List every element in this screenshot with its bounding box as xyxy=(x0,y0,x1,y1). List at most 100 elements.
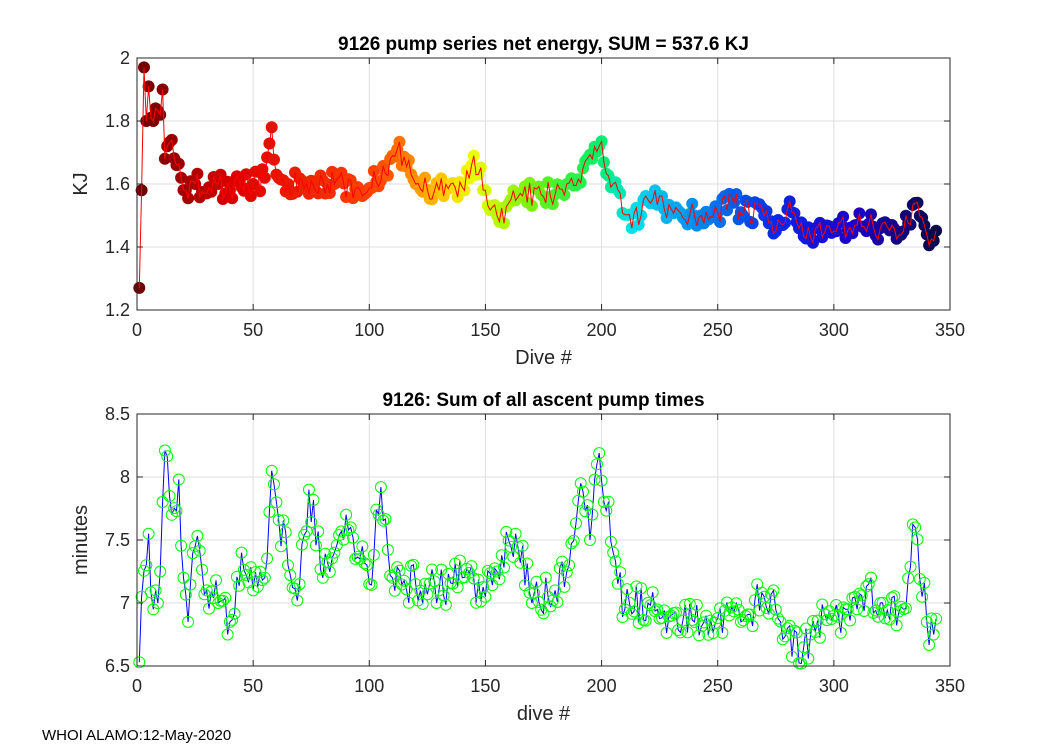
x-tick-label: 200 xyxy=(587,676,617,696)
data-point xyxy=(635,582,648,595)
y-tick-label: 1.8 xyxy=(105,111,130,131)
data-point xyxy=(514,556,527,569)
data-point xyxy=(442,567,455,580)
y-tick-label: 7.5 xyxy=(105,530,130,550)
y-tick-label: 8.5 xyxy=(105,404,130,424)
data-point xyxy=(881,604,894,617)
x-tick-label: 300 xyxy=(819,320,849,340)
x-tick-label: 350 xyxy=(935,320,965,340)
data-point xyxy=(553,562,566,575)
data-point xyxy=(258,571,271,584)
data-point xyxy=(558,580,571,593)
x-tick-label: 50 xyxy=(243,676,263,696)
data-point xyxy=(890,619,903,632)
data-point xyxy=(597,495,610,508)
data-point xyxy=(172,473,185,486)
data-point xyxy=(268,478,280,491)
data-point xyxy=(786,650,798,663)
data-point xyxy=(595,474,608,487)
data-point xyxy=(895,600,908,613)
data-point xyxy=(816,598,829,611)
data-point xyxy=(381,543,394,556)
data-point xyxy=(730,597,743,610)
data-point xyxy=(498,561,510,574)
data-point xyxy=(811,614,824,627)
data-point xyxy=(282,559,294,572)
x-tick-label: 150 xyxy=(470,320,500,340)
data-point xyxy=(560,566,573,579)
data-point xyxy=(879,612,891,625)
data-point xyxy=(400,583,413,596)
data-point xyxy=(697,616,710,629)
data-point xyxy=(618,603,631,616)
data-point xyxy=(813,631,826,644)
data-point xyxy=(354,553,366,565)
data-point xyxy=(154,565,167,578)
data-point xyxy=(614,566,627,579)
data-point xyxy=(458,571,471,584)
x-tick-label: 150 xyxy=(470,676,500,696)
data-point xyxy=(219,591,232,604)
data-point xyxy=(823,605,836,618)
data-point xyxy=(140,559,153,572)
data-point xyxy=(516,539,529,552)
y-tick-label: 1.2 xyxy=(105,300,130,320)
chart-title-pump-times: 9126: Sum of all ascent pump times xyxy=(382,390,704,411)
data-point xyxy=(885,591,898,604)
data-point xyxy=(739,610,752,622)
data-point xyxy=(841,603,854,616)
data-point xyxy=(147,603,160,616)
data-point xyxy=(590,458,603,471)
data-point xyxy=(386,571,399,584)
data-point xyxy=(825,613,838,625)
data-point xyxy=(772,612,785,625)
data-point xyxy=(435,563,448,576)
data-point xyxy=(133,656,146,669)
y-tick-label: 7 xyxy=(120,593,130,613)
data-point xyxy=(312,525,325,538)
x-tick-label: 200 xyxy=(587,320,617,340)
data-point xyxy=(565,537,578,550)
data-point xyxy=(405,559,418,572)
data-point xyxy=(409,578,422,591)
data-point xyxy=(451,581,464,594)
data-point xyxy=(168,502,181,515)
data-point xyxy=(563,559,576,572)
data-point xyxy=(509,527,522,540)
data-point xyxy=(149,584,162,597)
data-point xyxy=(758,590,771,603)
data-point xyxy=(302,483,315,496)
data-point xyxy=(237,563,250,576)
data-point xyxy=(256,574,269,587)
data-point xyxy=(251,580,264,593)
data-point xyxy=(467,572,480,585)
x-tick-label: 0 xyxy=(132,320,142,340)
data-point xyxy=(470,596,483,609)
data-point xyxy=(918,576,931,589)
data-point xyxy=(203,602,215,615)
data-point xyxy=(532,596,545,608)
series-pump-times xyxy=(133,444,943,670)
data-point xyxy=(495,549,508,562)
data-point xyxy=(746,620,759,633)
data-point xyxy=(577,485,589,498)
data-point xyxy=(277,514,290,527)
data-point xyxy=(161,450,174,463)
data-point xyxy=(437,589,450,602)
data-point xyxy=(228,607,241,620)
data-point xyxy=(797,641,810,654)
data-point xyxy=(872,610,884,623)
data-point xyxy=(230,570,243,583)
data-point xyxy=(716,626,729,639)
data-point xyxy=(537,607,550,620)
data-point xyxy=(672,624,685,636)
data-point xyxy=(865,571,877,584)
data-point xyxy=(927,628,940,641)
data-point xyxy=(365,578,378,591)
data-point xyxy=(909,521,922,534)
x-axis-label-net-energy: Dive # xyxy=(515,347,573,369)
data-point xyxy=(377,514,390,527)
data-point xyxy=(755,586,768,599)
data-point xyxy=(426,563,438,576)
data-point xyxy=(888,590,901,603)
